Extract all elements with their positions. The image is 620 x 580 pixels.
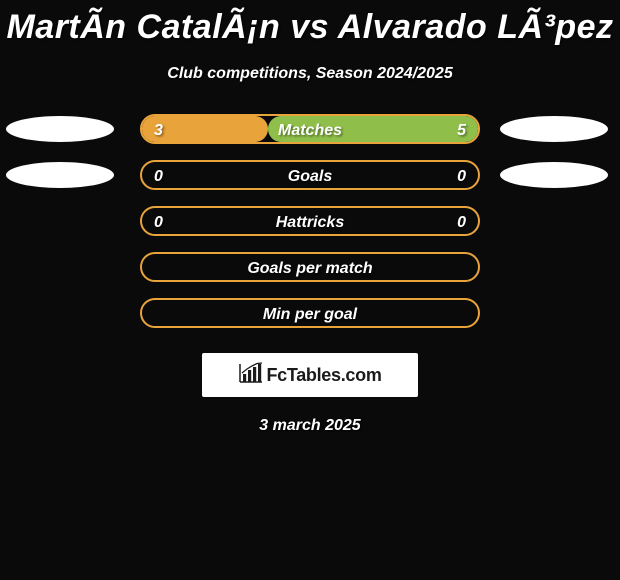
stat-bar-track: 00Goals — [140, 160, 480, 190]
comparison-chart: 35Matches 00Goals 00Hattricks Goals per mat… — [0, 113, 620, 343]
stat-bar-track: 00Hattricks — [140, 206, 480, 236]
stat-metric-label: Matches — [142, 116, 478, 146]
bar-chart-icon — [238, 362, 264, 389]
stat-metric-label: Min per goal — [142, 300, 478, 330]
page-subtitle: Club competitions, Season 2024/2025 — [0, 65, 620, 83]
stat-metric-label: Hattricks — [142, 208, 478, 238]
stat-row: 00Goals — [0, 159, 620, 205]
stat-bar-track: Min per goal — [140, 298, 480, 328]
player-left-logo — [6, 116, 114, 142]
stat-metric-label: Goals — [142, 162, 478, 192]
stat-bar-track: Goals per match — [140, 252, 480, 282]
player-right-logo — [500, 116, 608, 142]
brand-text: FcTables.com — [266, 365, 381, 386]
brand-badge: FcTables.com — [202, 353, 418, 397]
player-left-logo — [6, 162, 114, 188]
stat-metric-label: Goals per match — [142, 254, 478, 284]
stat-row: Goals per match — [0, 251, 620, 297]
player-right-logo — [500, 162, 608, 188]
page-title: MartÃ­n CatalÃ¡n vs Alvarado LÃ³pez — [0, 0, 620, 47]
footer-date: 3 march 2025 — [0, 417, 620, 435]
stat-bar-track: 35Matches — [140, 114, 480, 144]
stat-row: 00Hattricks — [0, 205, 620, 251]
stat-row: 35Matches — [0, 113, 620, 159]
stat-row: Min per goal — [0, 297, 620, 343]
